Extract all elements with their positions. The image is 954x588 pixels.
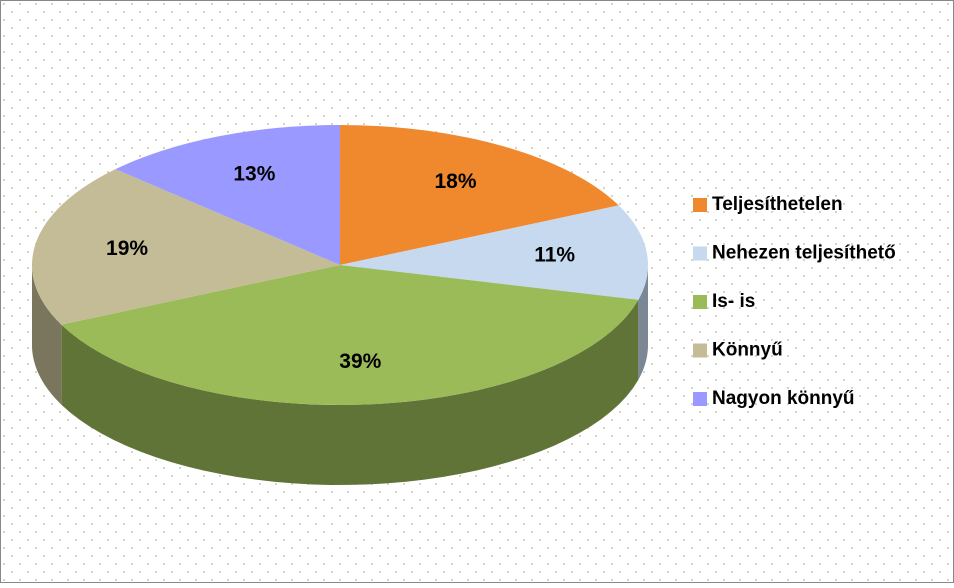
legend-label: Teljesíthetelen <box>712 194 843 215</box>
slice-side <box>61 299 639 485</box>
slice <box>340 205 648 300</box>
legend-label: Könnyű <box>712 340 783 361</box>
data-label: 19% <box>106 237 148 260</box>
legend-label: Nehezen teljesíthető <box>712 243 896 264</box>
legend-swatch <box>693 198 707 212</box>
slice-side <box>638 265 648 380</box>
legend-label: Nagyon könnyű <box>712 388 855 409</box>
data-label: 13% <box>233 163 275 186</box>
data-label: 39% <box>339 350 381 373</box>
legend-swatch <box>693 392 707 406</box>
legend-swatch <box>693 246 707 261</box>
slice-side <box>32 265 62 405</box>
slice <box>340 125 619 265</box>
slice <box>32 169 341 325</box>
data-label: 18% <box>435 170 477 193</box>
legend-swatch <box>693 343 707 358</box>
slice <box>115 125 340 265</box>
legend-label: Is- is <box>712 291 755 312</box>
data-label: 11% <box>534 243 575 266</box>
legend-swatch <box>693 295 707 309</box>
slice <box>61 265 639 406</box>
